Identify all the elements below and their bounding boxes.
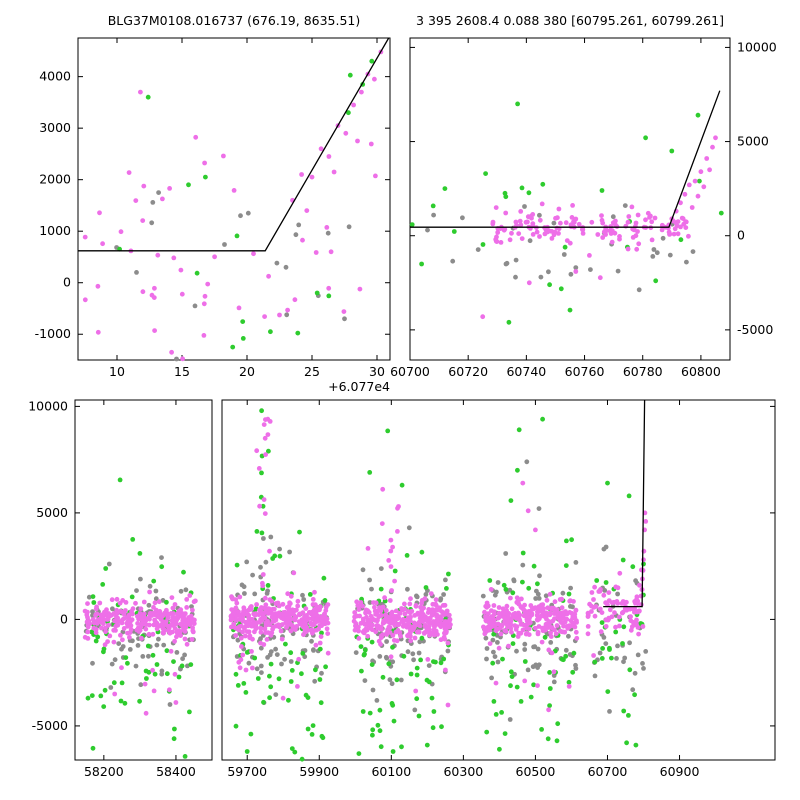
- y-tick-label: 10000: [28, 398, 68, 413]
- event-zoom-wide-green-points: [409, 101, 724, 325]
- x-tick-label: 58200: [84, 764, 124, 779]
- event-zoom-fine-green-points: [117, 58, 375, 350]
- x-tick-label: 59700: [227, 764, 267, 779]
- y-tick-label: 5000: [737, 134, 769, 149]
- x-tick-label: 60700: [390, 364, 430, 379]
- y-tick-label: -5000: [737, 322, 773, 337]
- x-tick-label: 10: [109, 364, 125, 379]
- x-tick-label: 58400: [156, 764, 196, 779]
- axes-frame: [77, 37, 391, 361]
- model-fit-line: [603, 399, 646, 608]
- model-fit-line: [78, 37, 390, 252]
- tick-labels: 10 15 20 25 30 -1000 0 1000 2000 3000 4000: [35, 69, 385, 379]
- y-tick-label: 10000: [737, 39, 777, 54]
- y-tick-label: 3000: [39, 120, 71, 135]
- full-light-curve-magenta-points: [82, 416, 649, 716]
- event-zoom-fine: 10 15 20 25 30 -1000 0 1000 2000 3000 4000: [35, 37, 391, 379]
- axes-frame: [409, 37, 731, 361]
- x-tick-label: 60900: [660, 764, 700, 779]
- x-tick-label: 25: [304, 364, 320, 379]
- event-zoom-fine-magenta-points: [82, 49, 384, 362]
- right-plot-title: 3 395 2608.4 0.088 380 [60795.261, 60799…: [416, 13, 724, 28]
- x-tick-label: 60760: [565, 364, 605, 379]
- event-zoom-wide-magenta-points: [480, 135, 718, 320]
- tick-labels: 58200 58400 59700 59900 60100 60300 60500 60700…: [28, 398, 699, 779]
- x-tick-label: 60500: [516, 764, 556, 779]
- full-light-curve-green-points: [85, 408, 646, 762]
- model-fit-line: [410, 90, 721, 228]
- full-light-curve-gray-points: [83, 459, 649, 722]
- axis-ticks: [75, 400, 775, 760]
- x-axis-offset-label: +6.077e4: [328, 379, 390, 394]
- y-tick-label: 1000: [39, 223, 71, 238]
- y-tick-label: 0: [63, 275, 71, 290]
- x-tick-label: 60700: [588, 764, 628, 779]
- y-tick-label: 0: [60, 611, 68, 626]
- y-tick-label: 5000: [36, 505, 68, 520]
- x-tick-label: 60720: [448, 364, 488, 379]
- full-light-curve: 58200 58400 59700 59900 60100 60300 60500 60700…: [28, 398, 776, 779]
- y-tick-label: 0: [737, 228, 745, 243]
- x-tick-label: 60800: [681, 364, 721, 379]
- y-tick-label: 4000: [39, 69, 71, 84]
- x-tick-label: 15: [174, 364, 190, 379]
- axes-frame: [221, 399, 776, 761]
- left-plot-title: BLG37M0108.016737 (676.19, 8635.51): [107, 13, 361, 28]
- x-tick-label: 20: [239, 364, 255, 379]
- event-zoom-fine-gray-points: [114, 190, 352, 362]
- axis-ticks: [78, 38, 390, 360]
- event-zoom-wide-gray-points: [425, 203, 696, 293]
- axes-frame: [74, 399, 213, 761]
- tick-labels: 60700 60720 60740 60760 60780 60800 -5000 0 5000…: [390, 39, 777, 379]
- y-tick-label: -1000: [35, 326, 71, 341]
- y-tick-label: -5000: [32, 718, 68, 733]
- x-tick-label: 60740: [506, 364, 546, 379]
- x-tick-label: 60300: [443, 764, 483, 779]
- x-tick-label: 30: [369, 364, 385, 379]
- y-tick-label: 2000: [39, 172, 71, 187]
- x-tick-label: 59900: [299, 764, 339, 779]
- event-zoom-wide: 60700 60720 60740 60760 60780 60800 -5000 0 5000…: [390, 37, 777, 379]
- x-tick-label: 60100: [371, 764, 411, 779]
- x-tick-label: 60780: [623, 364, 663, 379]
